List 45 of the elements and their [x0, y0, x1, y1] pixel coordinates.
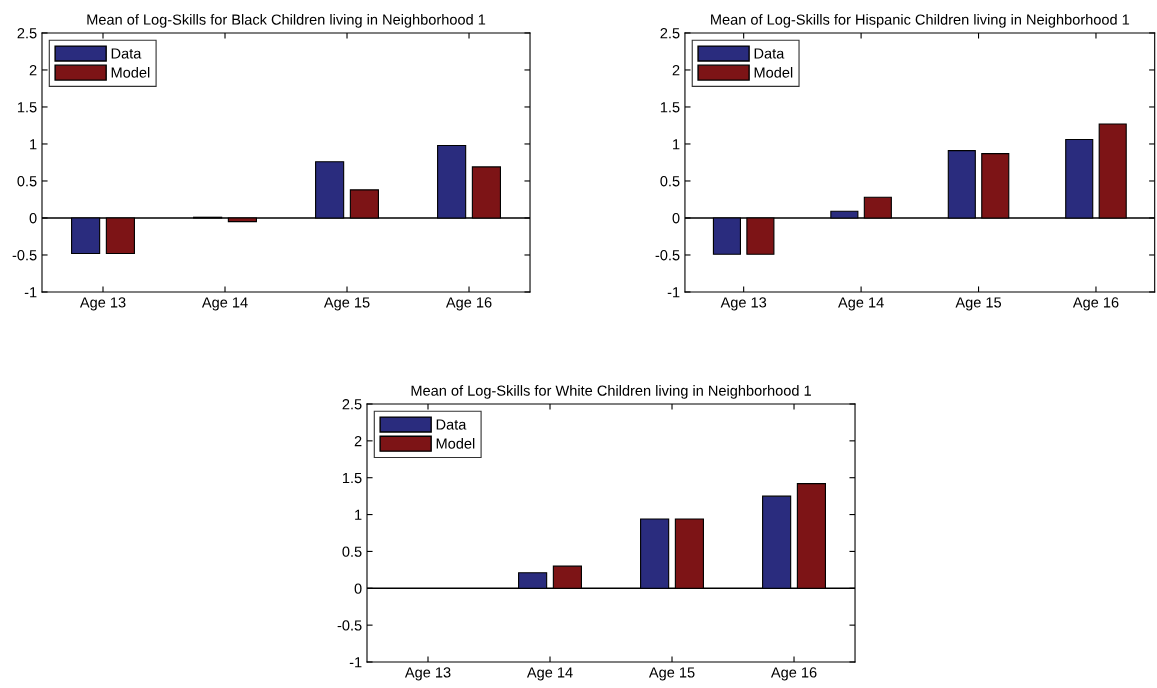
y-tick-label: 2.5	[342, 399, 362, 410]
legend-label: Data	[754, 48, 785, 59]
x-tick-label: Age 13	[720, 297, 767, 311]
y-tick-label: 2	[672, 65, 680, 76]
y-tick-label: 1.5	[17, 102, 37, 113]
y-tick-label: 0	[354, 583, 362, 594]
x-tick-label: Age 14	[838, 297, 884, 311]
x-tick-label: Age 16	[1072, 297, 1119, 311]
x-tick-label: Age 14	[526, 667, 573, 681]
y-tick-label: 0.5	[17, 176, 37, 187]
x-tick-label: Age 14	[201, 297, 248, 311]
x-tick-label: Age 15	[323, 297, 370, 311]
legend-label: Data	[436, 419, 467, 430]
y-tick-label: 0.5	[660, 176, 680, 187]
x-tick-label: Age 13	[79, 297, 126, 311]
y-tick-label: 1	[30, 139, 37, 150]
y-tick-label: -0.5	[337, 620, 362, 631]
y-tick-label: 0	[672, 213, 680, 224]
y-tick-label: -1	[667, 287, 680, 298]
chart-title: Mean of Log-Skills for Hispanic Children living in Neighborhood 1	[711, 14, 1130, 28]
legend-label: Model	[436, 438, 475, 449]
y-tick-label: 1.5	[342, 472, 362, 484]
y-tick-label: -1	[349, 657, 362, 668]
y-tick-label: -0.5	[655, 250, 680, 261]
y-tick-label: -0.5	[12, 250, 37, 261]
y-tick-label: 0	[29, 213, 37, 224]
y-tick-label: 1	[355, 509, 362, 520]
y-tick-label: 2	[354, 435, 362, 447]
legend-label: Model	[754, 66, 793, 78]
chart-title: Mean of Log-Skills for Black Children living in Neighborhood 1	[87, 14, 486, 28]
y-tick-label: 2	[29, 65, 37, 76]
y-tick-label: 1	[673, 139, 680, 150]
chart-title: Mean of Log-Skills for White Children living in Neighborhood 1	[411, 385, 811, 399]
legend-label: Data	[111, 48, 142, 59]
x-tick-label: Age 16	[770, 667, 817, 681]
y-tick-label: 2.5	[17, 28, 37, 39]
y-tick-label: 1.5	[660, 102, 680, 113]
x-tick-label: Age 13	[404, 667, 451, 681]
x-tick-label: Age 16	[445, 297, 492, 311]
legend-label: Model	[111, 66, 150, 78]
x-tick-label: Age 15	[648, 667, 695, 681]
y-tick-label: 0.5	[342, 546, 362, 557]
x-tick-label: Age 15	[955, 297, 1002, 311]
y-tick-label: -1	[24, 287, 37, 298]
y-tick-label: 2.5	[660, 28, 680, 39]
